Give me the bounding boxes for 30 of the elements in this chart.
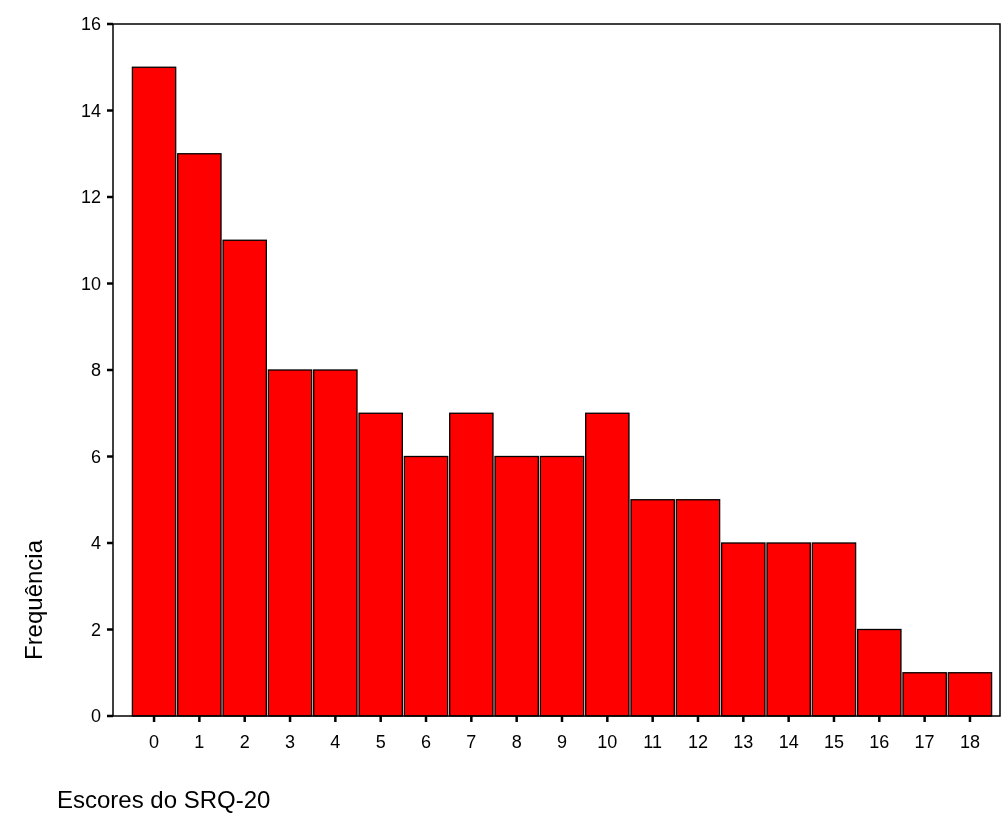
x-tick-label: 6 [421, 732, 432, 752]
y-tick-label: 4 [90, 533, 101, 554]
x-tick-label: 8 [511, 732, 522, 752]
y-tick-label: 8 [90, 360, 101, 381]
x-tick-label: 7 [466, 732, 477, 752]
x-tick-label: 3 [285, 732, 296, 752]
y-tick-label: 12 [80, 187, 101, 208]
x-tick-label: 10 [597, 732, 618, 752]
x-tick-label: 15 [823, 732, 844, 752]
x-tick-label: 18 [959, 732, 980, 752]
x-tick-label: 5 [375, 732, 386, 752]
x-tick-label: 9 [556, 732, 568, 752]
y-axis-title: Frequência [20, 539, 47, 661]
x-tick-label: 4 [330, 732, 341, 752]
y-tick-label: 14 [80, 100, 101, 121]
x-tick-label: 13 [733, 732, 754, 752]
x-tick-label: 17 [914, 732, 935, 752]
x-tick-label: 12 [687, 732, 708, 752]
x-tick-label: 2 [239, 732, 250, 752]
x-tick-label: 1 [194, 732, 205, 752]
y-tick-label: 2 [90, 619, 101, 640]
x-axis-title: Escores do SRQ-20 [57, 786, 271, 813]
y-tick-label: 10 [80, 273, 101, 294]
x-tick-label: 0 [149, 732, 160, 752]
x-tick-label: 14 [778, 732, 799, 752]
y-tick-label: 6 [90, 446, 101, 467]
x-tick-label: 11 [643, 732, 662, 752]
y-tick-label: 0 [90, 706, 101, 727]
x-tick-label: 16 [869, 732, 890, 752]
y-tick-label: 16 [80, 14, 101, 35]
